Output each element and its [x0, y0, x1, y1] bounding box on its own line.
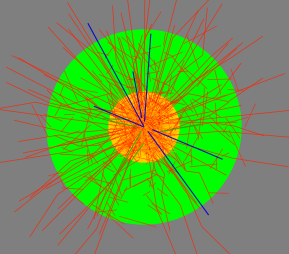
Circle shape [109, 92, 179, 162]
Circle shape [47, 30, 241, 224]
